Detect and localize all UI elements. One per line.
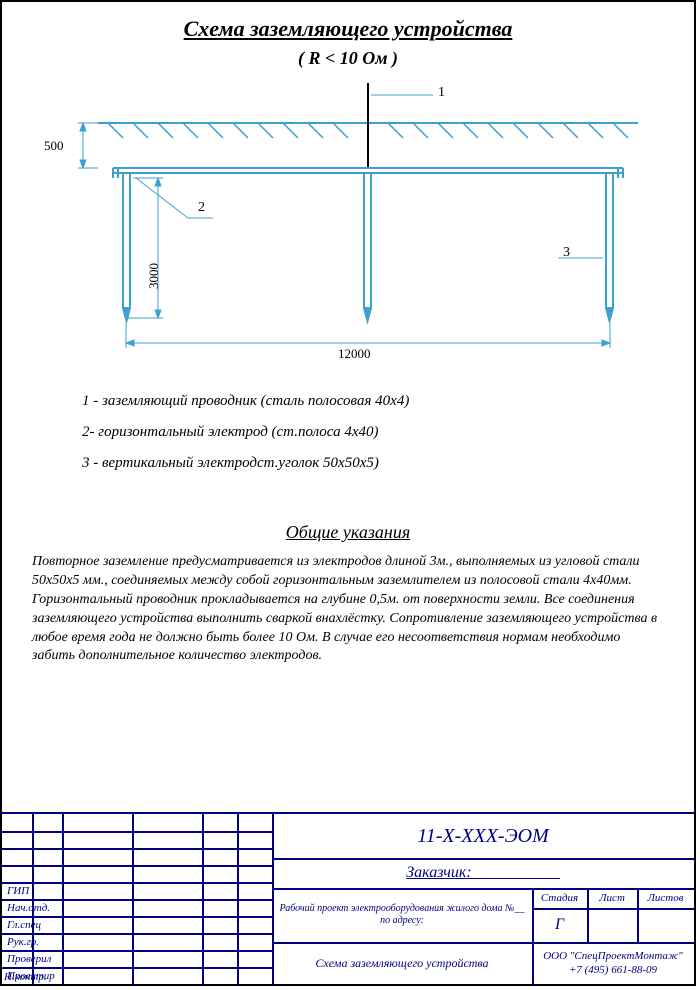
role-nkontr: Н.контр. — [4, 971, 47, 983]
hdr-sheets: Листов — [637, 888, 694, 908]
legend-3: 3 - вертикальный электродст.уголок 50х50… — [82, 455, 694, 472]
callout-1: 1 — [438, 85, 445, 101]
dim-12000: 12000 — [338, 346, 371, 362]
legend-1: 1 - заземляющий проводник (сталь полосов… — [82, 393, 694, 410]
project-description: Рабочий проект электрооборудования жилог… — [272, 888, 532, 942]
scheme-name: Схема заземляющего устройства — [272, 942, 532, 984]
customer: Заказчик:___________ — [272, 858, 694, 888]
hdr-stage: Стадия — [532, 888, 587, 908]
body-text: Повторное заземление предусматривается и… — [32, 553, 664, 666]
callout-3: 3 — [563, 245, 570, 261]
title-block: ГИП Нач.отд. Гл.спец Рук.гр. Проверил Пр… — [2, 812, 694, 984]
dim-3000: 3000 — [146, 263, 162, 289]
hdr-sheet: Лист — [587, 888, 637, 908]
grounding-diagram: 500 3000 12000 1 2 3 — [38, 83, 658, 363]
callout-2: 2 — [198, 200, 205, 216]
stage: Г — [532, 908, 587, 942]
project-number: 11-Х-ХХХ-ЭОМ — [272, 814, 694, 858]
role-rukgr: Рук.гр. — [4, 933, 62, 950]
role-gip: ГИП — [4, 882, 62, 899]
role-glspec: Гл.спец — [4, 916, 62, 933]
company: ООО "СпецПроектМонтаж"+7 (495) 661-88-09 — [532, 942, 694, 984]
diagram-svg — [38, 83, 658, 363]
subtitle: ( R < 10 Ом ) — [2, 48, 694, 69]
legend-2: 2- горизонтальный электрод (ст.полоса 4х… — [82, 424, 694, 441]
page: Схема заземляющего устройства ( R < 10 О… — [0, 0, 696, 986]
role-nach: Нач.отд. — [4, 899, 62, 916]
section-title: Общие указания — [2, 522, 694, 543]
role-prov: Проверил — [4, 950, 62, 967]
dim-500: 500 — [44, 138, 64, 154]
main-title: Схема заземляющего устройства — [2, 16, 694, 42]
legend: 1 - заземляющий проводник (сталь полосов… — [82, 393, 694, 472]
